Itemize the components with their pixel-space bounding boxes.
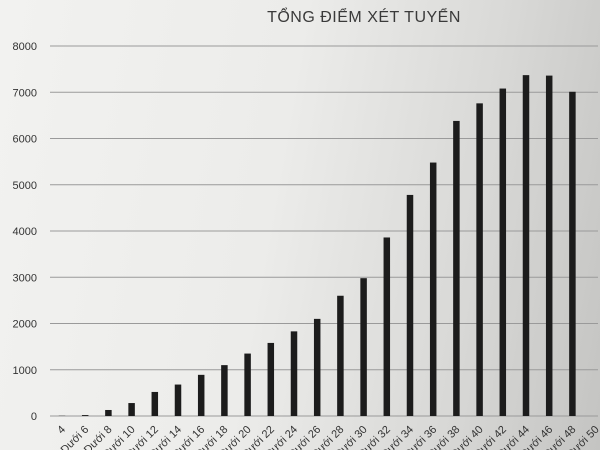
bar [267, 342, 275, 416]
x-tick-label: 4 [55, 424, 68, 437]
bar [313, 318, 321, 416]
bar [429, 162, 437, 416]
bar [197, 374, 205, 416]
bar [476, 103, 483, 416]
bar [545, 75, 553, 416]
bars [58, 75, 576, 417]
bar [151, 391, 159, 416]
bar [128, 403, 135, 416]
bar [499, 88, 507, 417]
y-tick-label: 0 [31, 411, 37, 423]
bar [406, 194, 414, 416]
bar [569, 91, 576, 416]
bar [105, 409, 112, 416]
y-tick-label: 7000 [13, 87, 37, 99]
bar [290, 331, 298, 416]
bar [174, 384, 182, 416]
gridlines [50, 45, 598, 417]
bar [244, 353, 251, 416]
y-tick-label: 1000 [13, 365, 37, 377]
bar [221, 365, 228, 416]
y-tick-label: 3000 [13, 272, 37, 284]
bar [360, 278, 367, 416]
y-tick-label: 2000 [13, 319, 37, 331]
bar [453, 120, 460, 417]
y-tick-label: 8000 [13, 41, 37, 53]
y-tick-label: 5000 [13, 180, 37, 192]
bar [522, 75, 530, 416]
bar [81, 415, 89, 416]
y-tick-label: 4000 [13, 226, 37, 238]
bar [383, 237, 391, 416]
y-tick-label: 6000 [13, 134, 37, 146]
chart-title: TỔNG ĐIỂM XÉT TUYỂN [267, 7, 461, 26]
y-axis-ticks: 0 1000 2000 3000 4000 5000 6000 7000 8000 [13, 41, 37, 423]
bar [337, 295, 344, 416]
